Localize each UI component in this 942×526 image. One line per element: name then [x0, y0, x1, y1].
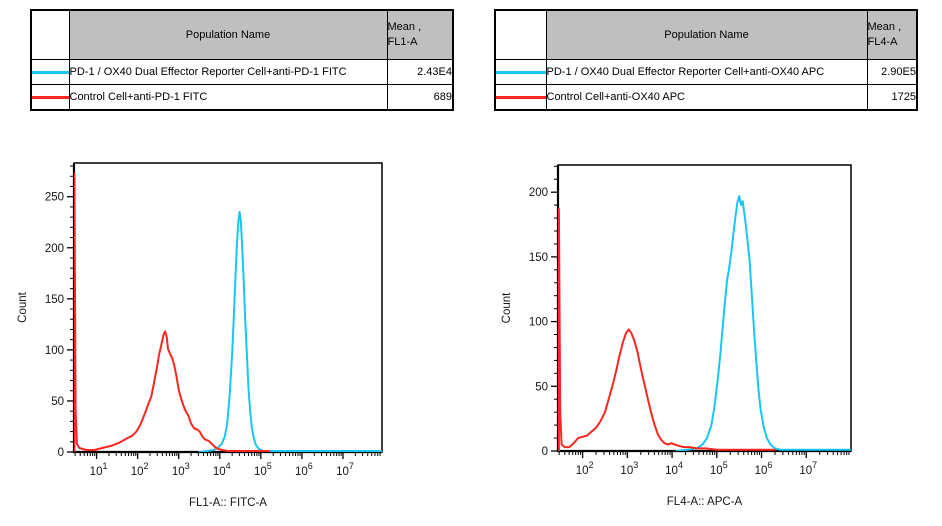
axis-ticks [67, 165, 381, 459]
y-tick-label: 0 [58, 447, 64, 459]
series-swatch-cell [30, 59, 70, 85]
table-row: PD-1 / OX40 Dual Effector Reporter Cell+… [30, 59, 454, 85]
series-color-swatch [496, 70, 545, 74]
mean-value-cell: 1725 [866, 84, 918, 111]
table-row: Control Cell+anti-PD-1 FITC 689 [30, 84, 454, 111]
table-row: PD-1 / OX40 Dual Effector Reporter Cell+… [494, 59, 918, 85]
population-table-fl4: Population Name Mean , FL4-A PD-1 / OX40 Du… [494, 9, 918, 111]
y-tick-label: 150 [45, 294, 64, 306]
swatch-column-header [494, 9, 547, 60]
y-tick-label: 100 [529, 317, 548, 329]
population-name-header: Population Name [545, 9, 868, 60]
x-tick-label: 106 [755, 460, 773, 477]
x-axis-label: FL1-A:: FITC-A [189, 497, 267, 509]
y-axis-label: Count [501, 292, 513, 323]
population-name-header: Population Name [68, 9, 388, 60]
series-color-swatch [32, 95, 68, 99]
reporter-cell-curve [198, 211, 382, 452]
mean-value-cell: 689 [386, 84, 454, 111]
axis-ticks [551, 165, 850, 458]
x-tick-label: 103 [172, 461, 190, 478]
table-header-row: Population Name Mean , FL1-A [30, 9, 454, 60]
population-name-cell: PD-1 / OX40 Dual Effector Reporter Cell+… [545, 59, 868, 85]
x-tick-label: 104 [665, 460, 683, 477]
reporter-cell-curve [675, 195, 851, 451]
x-tick-label: 106 [295, 461, 313, 478]
population-name-cell: Control Cell+anti-PD-1 FITC [68, 84, 388, 111]
x-tick-label: 107 [799, 460, 817, 477]
y-tick-label: 0 [542, 446, 548, 458]
y-axis-label: Count [17, 291, 29, 322]
mean-header: Mean , FL1-A [386, 9, 454, 60]
series-swatch-cell [494, 59, 547, 85]
population-table-fl1: Population Name Mean , FL1-A PD-1 / OX40 Du… [30, 9, 454, 111]
control-cell-curve [74, 172, 271, 452]
control-cell-curve [558, 208, 776, 451]
x-tick-label: 102 [131, 461, 149, 478]
x-tick-label: 101 [90, 461, 108, 478]
x-axis-label: FL4-A:: APC-A [667, 496, 743, 508]
mean-value-cell: 2.90E5 [866, 59, 918, 85]
mean-value-cell: 2.43E4 [386, 59, 454, 85]
x-tick-label: 102 [576, 460, 594, 477]
population-name-cell: Control Cell+anti-OX40 APC [545, 84, 868, 111]
y-tick-label: 100 [45, 345, 64, 357]
x-tick-label: 107 [336, 461, 354, 478]
table-row: Control Cell+anti-OX40 APC 1725 [494, 84, 918, 111]
y-tick-label: 150 [529, 252, 548, 264]
population-name-cell: PD-1 / OX40 Dual Effector Reporter Cell+… [68, 59, 388, 85]
series-swatch-cell [30, 84, 70, 111]
y-tick-label: 200 [529, 187, 548, 199]
x-tick-label: 103 [620, 460, 638, 477]
y-tick-label: 250 [45, 192, 64, 204]
y-tick-label: 50 [51, 396, 64, 408]
x-tick-label: 105 [710, 460, 728, 477]
table-header-row: Population Name Mean , FL4-A [494, 9, 918, 60]
histogram-curves [558, 195, 851, 451]
x-tick-label: 104 [213, 461, 231, 478]
mean-header: Mean , FL4-A [866, 9, 918, 60]
series-color-swatch [32, 70, 68, 74]
plot-frame [557, 164, 852, 452]
y-tick-label: 50 [535, 381, 548, 393]
fl1-histogram-chart: 0 50 100 150 200 250 101 102 103 104 105 106 107 FL1-… [17, 162, 383, 509]
series-color-swatch [496, 95, 545, 99]
y-tick-label: 200 [45, 243, 64, 255]
histogram-curves [74, 172, 382, 452]
swatch-column-header [30, 9, 70, 60]
x-tick-label: 105 [254, 461, 272, 478]
series-swatch-cell [494, 84, 547, 111]
